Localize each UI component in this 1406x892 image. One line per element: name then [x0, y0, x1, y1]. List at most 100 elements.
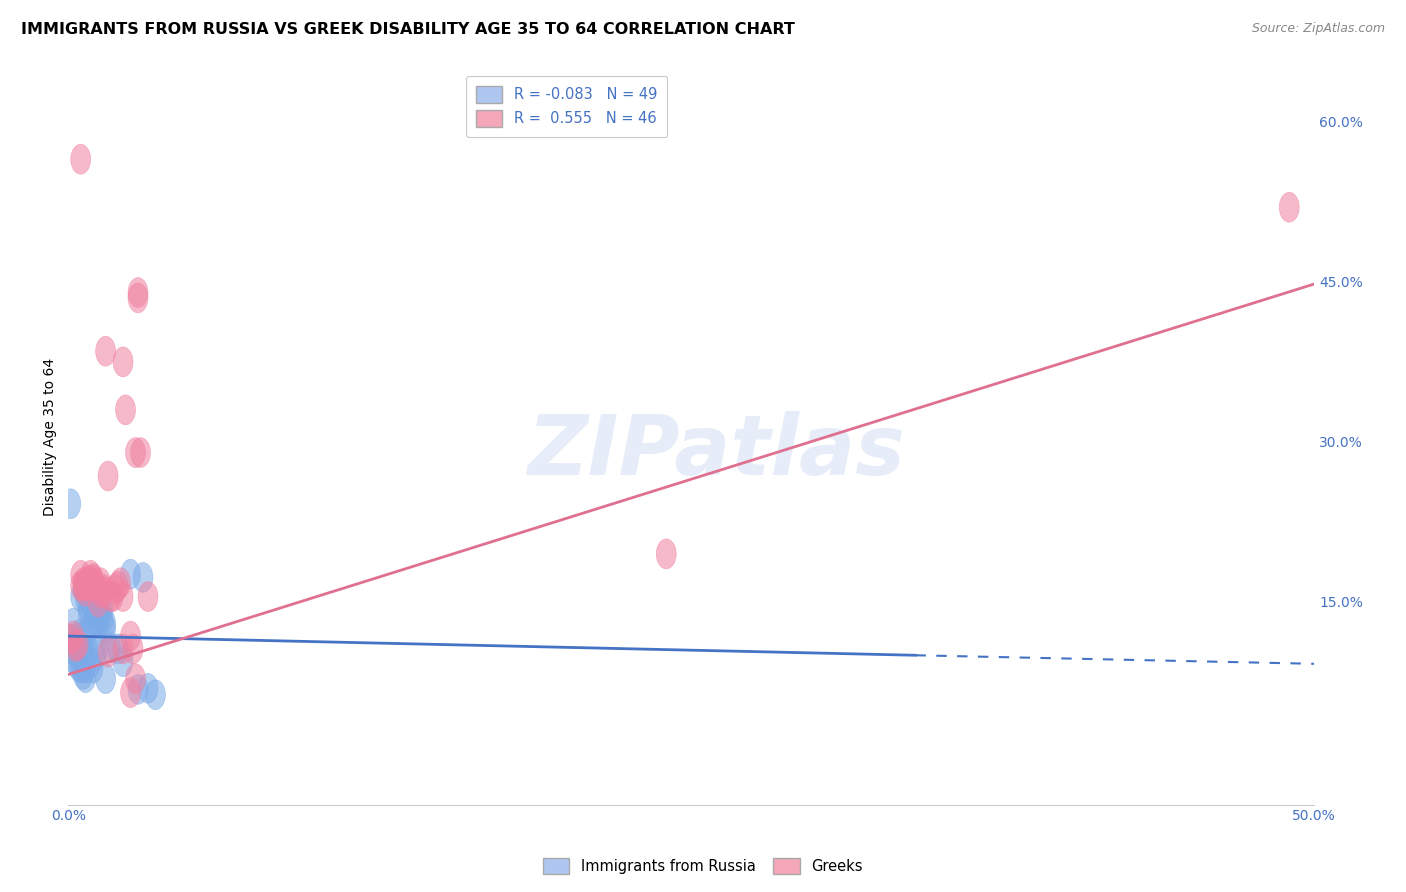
Ellipse shape [69, 630, 89, 659]
Ellipse shape [73, 568, 93, 598]
Ellipse shape [86, 593, 105, 624]
Ellipse shape [93, 574, 112, 604]
Ellipse shape [121, 621, 141, 651]
Ellipse shape [60, 624, 80, 654]
Ellipse shape [93, 605, 112, 635]
Ellipse shape [112, 634, 134, 664]
Ellipse shape [138, 582, 157, 612]
Ellipse shape [83, 564, 103, 593]
Ellipse shape [125, 438, 145, 467]
Ellipse shape [131, 438, 150, 467]
Ellipse shape [86, 640, 105, 670]
Ellipse shape [76, 663, 96, 692]
Ellipse shape [76, 571, 96, 601]
Ellipse shape [93, 593, 112, 624]
Ellipse shape [80, 568, 101, 598]
Ellipse shape [70, 145, 90, 174]
Text: IMMIGRANTS FROM RUSSIA VS GREEK DISABILITY AGE 35 TO 64 CORRELATION CHART: IMMIGRANTS FROM RUSSIA VS GREEK DISABILI… [21, 22, 794, 37]
Ellipse shape [69, 624, 89, 654]
Ellipse shape [103, 582, 124, 612]
Ellipse shape [66, 632, 86, 662]
Ellipse shape [73, 635, 93, 665]
Ellipse shape [96, 614, 115, 643]
Ellipse shape [124, 634, 143, 664]
Ellipse shape [111, 568, 131, 598]
Ellipse shape [63, 635, 83, 665]
Ellipse shape [86, 599, 105, 630]
Ellipse shape [112, 647, 134, 677]
Ellipse shape [121, 559, 141, 589]
Ellipse shape [76, 619, 96, 648]
Ellipse shape [1279, 193, 1299, 222]
Ellipse shape [80, 560, 101, 591]
Ellipse shape [90, 603, 111, 632]
Ellipse shape [101, 632, 121, 663]
Y-axis label: Disability Age 35 to 64: Disability Age 35 to 64 [44, 358, 58, 516]
Ellipse shape [83, 653, 103, 683]
Ellipse shape [63, 608, 83, 638]
Ellipse shape [128, 283, 148, 313]
Ellipse shape [69, 640, 89, 670]
Ellipse shape [128, 277, 148, 308]
Ellipse shape [83, 566, 103, 596]
Ellipse shape [60, 489, 80, 519]
Ellipse shape [98, 461, 118, 491]
Ellipse shape [79, 598, 98, 628]
Ellipse shape [80, 585, 101, 615]
Ellipse shape [96, 336, 115, 366]
Ellipse shape [66, 632, 86, 662]
Ellipse shape [89, 632, 108, 663]
Ellipse shape [83, 604, 103, 634]
Ellipse shape [128, 674, 148, 705]
Ellipse shape [89, 587, 108, 617]
Ellipse shape [80, 589, 101, 619]
Ellipse shape [108, 571, 128, 601]
Ellipse shape [70, 653, 90, 683]
Ellipse shape [60, 624, 80, 654]
Ellipse shape [86, 571, 105, 601]
Ellipse shape [73, 571, 93, 601]
Ellipse shape [108, 634, 128, 664]
Ellipse shape [79, 571, 98, 601]
Text: ZIPatlas: ZIPatlas [527, 411, 905, 491]
Ellipse shape [93, 576, 112, 607]
Ellipse shape [657, 539, 676, 569]
Ellipse shape [69, 651, 89, 681]
Ellipse shape [90, 593, 111, 624]
Ellipse shape [98, 637, 118, 667]
Ellipse shape [89, 585, 108, 615]
Ellipse shape [76, 576, 96, 607]
Ellipse shape [138, 673, 157, 703]
Ellipse shape [105, 574, 125, 604]
Ellipse shape [96, 664, 115, 694]
Ellipse shape [79, 592, 98, 623]
Ellipse shape [112, 582, 134, 612]
Ellipse shape [63, 621, 83, 651]
Ellipse shape [70, 571, 90, 601]
Ellipse shape [115, 395, 135, 425]
Ellipse shape [83, 610, 103, 640]
Ellipse shape [79, 637, 98, 667]
Ellipse shape [90, 568, 111, 598]
Ellipse shape [73, 574, 93, 604]
Ellipse shape [79, 566, 98, 596]
Ellipse shape [80, 648, 101, 678]
Ellipse shape [121, 678, 141, 707]
Ellipse shape [66, 646, 86, 675]
Ellipse shape [96, 608, 115, 638]
Legend: R = -0.083   N = 49, R =  0.555   N = 46: R = -0.083 N = 49, R = 0.555 N = 46 [465, 76, 668, 137]
Ellipse shape [70, 560, 90, 591]
Ellipse shape [145, 680, 166, 710]
Ellipse shape [70, 582, 90, 612]
Text: Source: ZipAtlas.com: Source: ZipAtlas.com [1251, 22, 1385, 36]
Legend: Immigrants from Russia, Greeks: Immigrants from Russia, Greeks [537, 852, 869, 880]
Ellipse shape [89, 608, 108, 638]
Ellipse shape [76, 585, 96, 615]
Ellipse shape [134, 563, 153, 592]
Ellipse shape [76, 653, 96, 683]
Ellipse shape [70, 619, 90, 648]
Ellipse shape [73, 659, 93, 690]
Ellipse shape [101, 582, 121, 612]
Ellipse shape [90, 578, 111, 608]
Ellipse shape [125, 664, 145, 694]
